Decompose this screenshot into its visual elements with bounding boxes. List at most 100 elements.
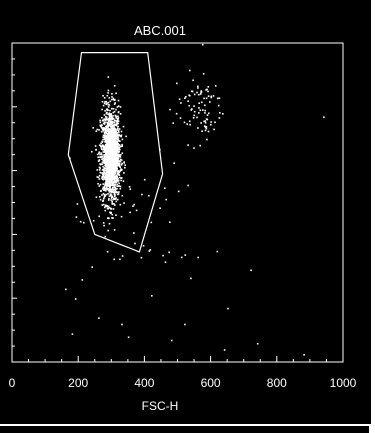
scatter-point (108, 124, 111, 126)
scatter-point (114, 102, 116, 104)
scatter-point (102, 136, 104, 138)
scatter-point (216, 97, 219, 100)
scatter-point (105, 100, 107, 103)
scatter-point (104, 176, 107, 178)
scatter-point (109, 165, 111, 167)
scatter-point (120, 130, 123, 133)
scatter-point (112, 159, 114, 161)
scatter-point (113, 198, 115, 200)
scatter-point (219, 112, 221, 114)
scatter-point (141, 193, 143, 196)
scatter-point (103, 186, 106, 188)
gate-polygon[interactable] (67, 51, 164, 253)
scatter-point (198, 107, 200, 109)
scatter-point (180, 256, 183, 259)
scatter-point (92, 127, 94, 129)
scatter-point (103, 102, 106, 105)
scatter-point (113, 110, 116, 113)
scatter-point (99, 124, 102, 127)
scatter-point (107, 142, 109, 144)
scatter-point (99, 119, 101, 122)
scatter-point (100, 125, 102, 128)
scatter-point (107, 143, 110, 146)
scatter-point (109, 152, 111, 154)
scatter-point (106, 146, 108, 148)
scatter-point (197, 256, 199, 259)
scatter-point (107, 158, 110, 160)
scatter-point (197, 87, 199, 89)
scatter-point (96, 153, 99, 156)
scatter-point (107, 168, 110, 171)
scatter-point (111, 132, 114, 135)
scatter-point (105, 149, 108, 152)
scatter-point (103, 97, 106, 99)
scatter-point (119, 203, 122, 206)
scatter-point (71, 333, 74, 335)
scatter-point (197, 93, 200, 96)
scatter-point (108, 182, 110, 185)
scatter-point (106, 143, 108, 146)
scatter-point (111, 122, 114, 125)
scatter-point (111, 107, 113, 110)
scatter-point (133, 203, 135, 206)
scatter-point (303, 354, 305, 356)
scatter-point (193, 114, 195, 117)
scatter-point (188, 104, 190, 107)
scatter-point (193, 105, 195, 107)
scatter-point (109, 125, 112, 127)
scatter-points (65, 43, 325, 356)
scatter-point (65, 288, 67, 291)
scatter-point (106, 183, 108, 185)
scatter-point (323, 116, 325, 118)
scatter-point (98, 174, 101, 177)
scatter-point (112, 198, 114, 201)
scatter-point (103, 196, 105, 199)
scatter-point (117, 157, 120, 160)
scatter-point (115, 176, 117, 178)
scatter-point (189, 69, 191, 72)
scatter-point (106, 148, 109, 151)
scatter-point (108, 97, 111, 99)
scatter-point (107, 147, 109, 150)
scatter-point (218, 97, 221, 99)
scatter-point (115, 92, 117, 95)
scatter-point (114, 139, 116, 142)
scatter-point (123, 162, 125, 164)
scatter-point (125, 135, 127, 138)
scatter-point (113, 193, 115, 195)
scatter-point (100, 156, 102, 158)
scatter-point (197, 127, 199, 129)
scatter-point (106, 176, 108, 179)
scatter-point (116, 166, 118, 168)
scatter-point (206, 138, 208, 141)
scatter-point (104, 184, 106, 186)
scatter-point (104, 132, 106, 135)
scatter-point (109, 182, 112, 185)
scatter-point (180, 102, 182, 104)
scatter-point (117, 137, 119, 139)
scatter-point (184, 97, 186, 99)
x-tick-label: 1000 (330, 376, 357, 390)
scatter-point (112, 157, 115, 159)
scatter-point (106, 153, 108, 156)
scatter-point (109, 141, 112, 143)
scatter-point (105, 144, 107, 146)
scatter-point (109, 162, 111, 164)
scatter-point (107, 229, 109, 232)
scatter-point (98, 215, 100, 218)
scatter-point (113, 119, 116, 122)
scatter-point (121, 169, 123, 171)
scatter-point (118, 185, 120, 187)
scatter-point (117, 147, 120, 150)
scatter-point (170, 339, 173, 342)
scatter-point (112, 169, 115, 172)
scatter-point (110, 197, 113, 199)
scatter-point (117, 177, 119, 180)
scatter-point (107, 101, 110, 104)
scatter-point (103, 161, 105, 163)
scatter-point (250, 269, 252, 272)
scatter-point (108, 148, 110, 150)
scatter-point (113, 141, 115, 143)
scatter-point (119, 106, 122, 108)
scatter-point (103, 193, 106, 196)
